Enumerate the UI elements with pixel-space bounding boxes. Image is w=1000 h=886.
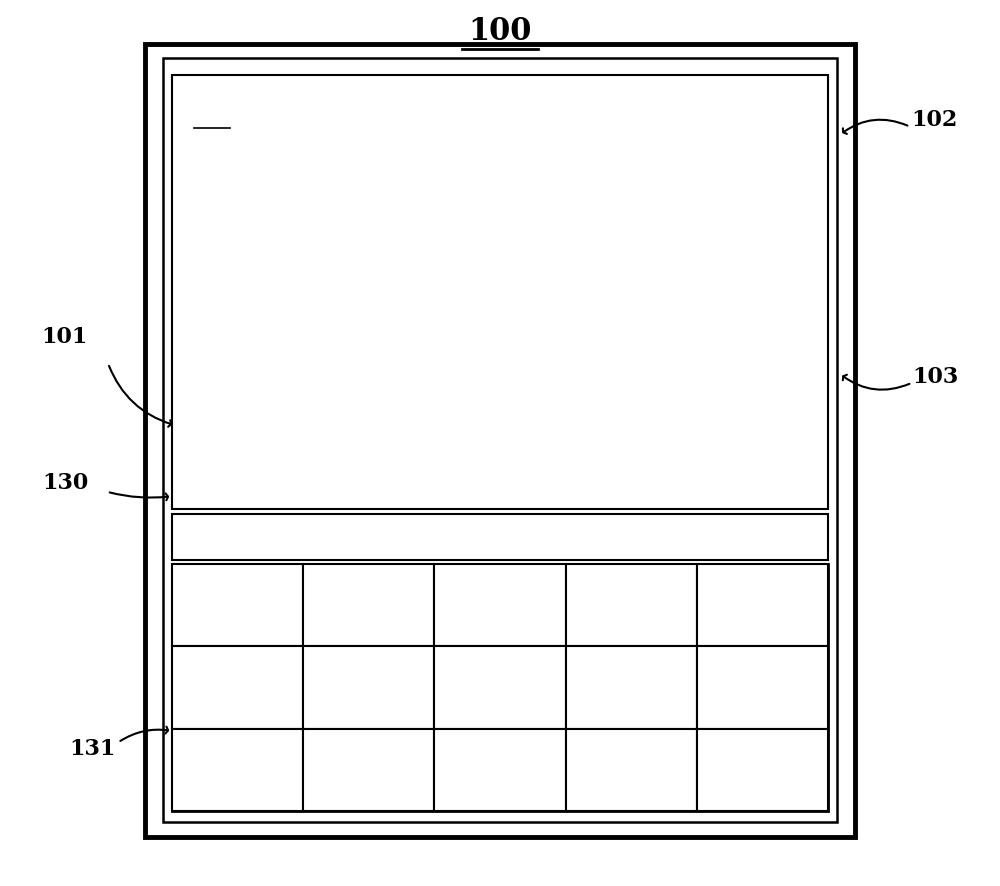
Text: a: a [202, 587, 215, 608]
Bar [172, 564, 303, 647]
Text: w: w [199, 750, 218, 773]
Text: .: . [730, 750, 737, 773]
Bar [566, 728, 697, 811]
Bar [172, 75, 828, 509]
Text: 10: 10 [754, 788, 770, 801]
Text: b: b [595, 750, 609, 773]
Text: turn: turn [277, 528, 313, 546]
Text: d: d [333, 668, 347, 690]
Text: x: x [255, 750, 267, 773]
Text: k: k [648, 668, 662, 690]
Text: 4: 4 [627, 705, 635, 719]
Text: yield: yield [461, 528, 501, 546]
Text: tie: tie [194, 97, 220, 115]
Text: ;: ; [235, 624, 240, 636]
Text: o: o [727, 587, 740, 608]
Text: tie: tie [198, 528, 220, 546]
Text: /: / [782, 750, 790, 773]
Text: „: „ [759, 624, 766, 636]
Text: 130: 130 [42, 472, 88, 494]
Text: l: l [730, 668, 737, 690]
Text: t: t [467, 587, 476, 608]
Text: g: g [464, 668, 478, 690]
Bar [566, 647, 697, 728]
Text: n: n [648, 750, 662, 773]
Text: 3: 3 [496, 705, 504, 719]
Bar [303, 728, 434, 811]
Text: h: h [516, 668, 531, 690]
Text: 100: 100 [468, 16, 532, 46]
Text: j: j [599, 668, 606, 690]
Text: 103: 103 [912, 366, 958, 387]
Text: u: u [595, 587, 610, 608]
Text: ,: , [629, 624, 633, 636]
Bar [303, 564, 434, 647]
Text: 9: 9 [627, 788, 635, 801]
Text: y: y [517, 587, 530, 608]
Bar [172, 647, 303, 728]
Text: ,: , [498, 624, 502, 636]
Bar [172, 514, 828, 560]
Bar [163, 58, 837, 822]
Bar [566, 564, 697, 647]
Bar [145, 44, 855, 837]
Text: SPACE: SPACE [474, 754, 526, 768]
Text: 1: 1 [234, 705, 242, 719]
Text: s: s [256, 668, 267, 690]
Text: 5: 5 [758, 705, 766, 719]
Text: f: f [388, 668, 397, 690]
Bar [697, 647, 828, 728]
Text: tired: tired [369, 528, 409, 546]
Text: 8: 8 [496, 788, 504, 801]
Text: 6: 6 [234, 788, 242, 801]
Text: v: v [386, 750, 399, 773]
Text: 2: 2 [365, 705, 373, 719]
Text: q: q [202, 668, 216, 690]
Text: 7: 7 [365, 788, 373, 801]
Text: e: e [333, 587, 346, 608]
Text: m: m [775, 668, 797, 690]
Bar [697, 728, 828, 811]
Text: z: z [255, 587, 267, 608]
Bar [172, 728, 303, 811]
Bar [697, 564, 828, 647]
Text: i: i [651, 587, 658, 608]
Bar [303, 647, 434, 728]
Bar [434, 728, 566, 811]
Bar [434, 647, 566, 728]
Text: c: c [334, 750, 346, 773]
Text: r: r [387, 587, 398, 608]
Text: ?: ? [365, 624, 372, 636]
Text: 101: 101 [42, 326, 88, 347]
Text: p: p [779, 587, 793, 608]
Text: 102: 102 [912, 109, 958, 130]
Bar [434, 564, 566, 647]
Text: 131: 131 [70, 738, 116, 759]
Bar [172, 564, 828, 811]
